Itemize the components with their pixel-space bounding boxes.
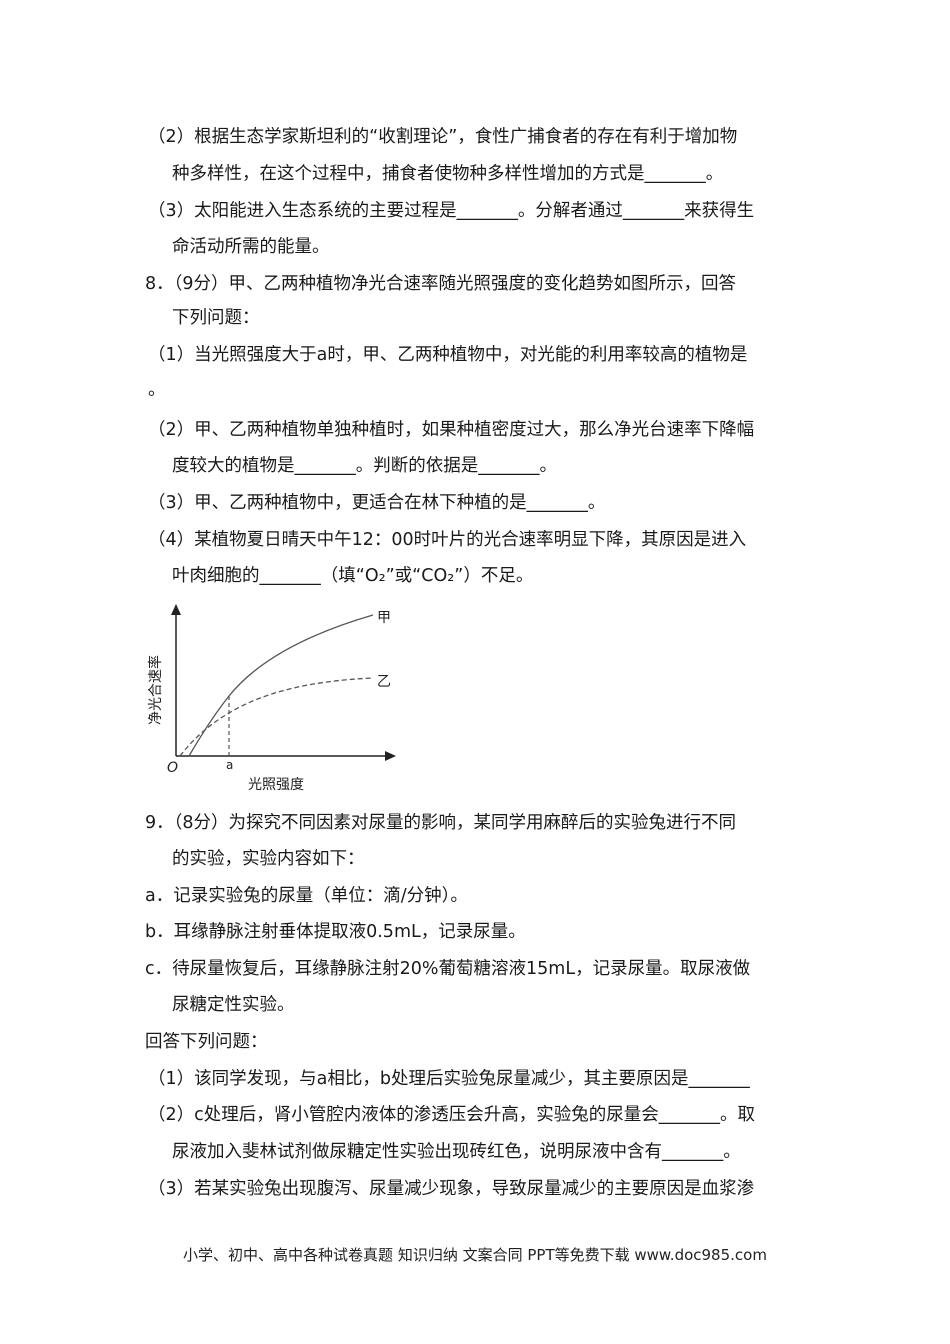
y-axis-label: 净光合速率 [147, 655, 164, 725]
series-label-jia: 甲 [377, 610, 391, 626]
text-line: （1）当光照强度大于a时，甲、乙两种植物中，对光能的利用率较高的植物是 [148, 345, 748, 365]
chart: 甲 乙 a O 光照强度 净光合速率 [147, 604, 396, 793]
text-line: （2）c处理后，肾小管腔内液体的渗透压会升高，实验兔的尿量会_______。取 [148, 1105, 756, 1125]
text-line: 下列问题： [172, 308, 260, 328]
text-line: 命活动所需的能量。 [172, 237, 330, 257]
text-line: （3）太阳能进入生态系统的主要过程是_______。分解者通过_______来获… [148, 201, 755, 221]
text-line: （3）甲、乙两种植物中，更适合在林下种植的是_______。 [148, 493, 606, 513]
x-axis-label: 光照强度 [248, 777, 304, 793]
x-axis-arrow [385, 751, 396, 761]
text-line: 9．（8分）为探究不同因素对尿量的影响，某同学用麻醉后的实验兔进行不同 [145, 813, 737, 833]
series-yi-line [179, 677, 374, 757]
x-tick-a: a [226, 758, 233, 772]
y-axis-arrow [171, 604, 181, 615]
footer: 小学、初中、高中各种试卷真题 知识归纳 文案合同 PPT等免费下载 www.do… [183, 1246, 767, 1264]
text-line: （2）根据生态学家斯坦利的“收割理论”，食性广捕食者的存在有利于增加物 [148, 127, 738, 147]
text-line: （3）若某实验兔出现腹泻、尿量减少现象，导致尿量减少的主要原因是血浆渗 [148, 1179, 755, 1199]
text-line: a．记录实验兔的尿量（单位：滴/分钟）。 [145, 886, 468, 906]
origin-label: O [167, 760, 178, 776]
text-line: 叶肉细胞的_______（填“O₂”或“CO₂”）不足。 [172, 566, 534, 586]
text-line: 种多样性，在这个过程中，捕食者使物种多样性增加的方式是_______。 [172, 164, 724, 184]
text-line: 尿液加入斐林试剂做尿糖定性实验出现砖红色，说明尿液中含有_______。 [172, 1142, 741, 1162]
text-line: （4）某植物夏日晴天中午12：00时叶片的光合速率明显下降，其原因是进入 [148, 530, 747, 550]
text-line: （2）甲、乙两种植物单独种植时，如果种植密度过大，那么净光台速率下降幅 [148, 420, 755, 440]
text-line: 8．（9分）甲、乙两种植物净光合速率随光照强度的变化趋势如图所示，回答 [145, 274, 737, 294]
text-line: 的实验，实验内容如下： [172, 849, 365, 869]
series-jia-line [188, 614, 374, 757]
text-line: 回答下列问题： [145, 1032, 268, 1052]
text-line: 尿糖定性实验。 [172, 995, 295, 1015]
series-label-yi: 乙 [377, 674, 391, 690]
text-line: b．耳缘静脉注射垂体提取液0.5mL，记录尿量。 [145, 922, 526, 942]
text-line: 度较大的植物是_______。判断的依据是_______。 [172, 456, 557, 476]
text-line: （1）该同学发现，与a相比，b处理后实验兔尿量减少，其主要原因是_______ [148, 1069, 750, 1089]
text-line: c．待尿量恢复后，耳缘静脉注射20%葡萄糖溶液15mL，记录尿量。取尿液做 [145, 959, 751, 979]
text-line: 。 [148, 380, 166, 400]
